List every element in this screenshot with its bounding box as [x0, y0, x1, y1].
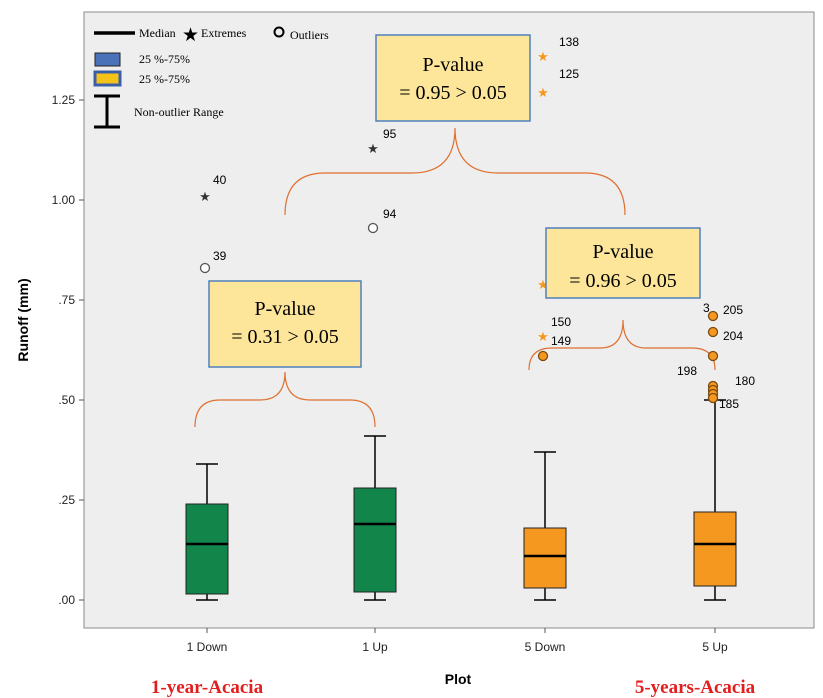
box-5-down	[523, 451, 567, 601]
bracket-5years-compare	[528, 319, 716, 371]
iqr-box	[185, 503, 229, 595]
x-tick-label: 5 Up	[702, 640, 728, 654]
iqr-box	[523, 527, 567, 589]
point-label: 185	[719, 397, 739, 411]
iqr-box	[693, 511, 737, 587]
point-label: 150	[551, 315, 571, 329]
y-tick-label: 1.00	[52, 193, 76, 207]
outlier-point	[199, 262, 211, 274]
point-label: 39	[213, 249, 227, 263]
x-tick-label: 5 Down	[525, 640, 566, 654]
point-label: 95	[383, 127, 397, 141]
legend-extreme-star-icon: ★	[182, 24, 199, 46]
y-tick-label: 1.25	[52, 93, 76, 107]
y-tick-label: .75	[58, 293, 75, 307]
y-axis-title: Runoff (mm)	[15, 278, 31, 361]
point-label: 180	[735, 374, 755, 388]
annotation-value: = 0.96 > 0.05	[569, 270, 677, 292]
point-label: 204	[723, 329, 743, 343]
outlier-point	[537, 350, 549, 362]
x-tick-label: 1 Up	[362, 640, 388, 654]
point-label: 94	[383, 207, 397, 221]
extreme-star-icon: ★	[537, 330, 549, 345]
annotation-value: = 0.31 > 0.05	[231, 326, 339, 348]
extreme-star-icon: ★	[537, 278, 549, 293]
group-label-1year: 1-year-Acacia	[151, 677, 264, 698]
outlier-point	[707, 350, 719, 362]
point-label: 3	[703, 301, 710, 315]
outlier-point	[707, 392, 719, 404]
legend-range-orange-label: 25 %-75%	[139, 72, 190, 86]
legend-orange-box-swatch	[93, 70, 122, 87]
point-label: 125	[559, 67, 579, 81]
x-axis-title: Plot	[445, 671, 472, 687]
legend-extremes-label: Extremes	[201, 26, 247, 40]
annotation-title: P-value	[592, 241, 653, 263]
legend-range-green-label: 25 %-75%	[139, 52, 190, 66]
extreme-star-icon: ★	[367, 142, 379, 157]
annotation-title: P-value	[254, 298, 315, 320]
point-label: 138	[559, 35, 579, 49]
box-1-up	[353, 435, 397, 601]
point-label: 40	[213, 173, 227, 187]
iqr-box	[353, 487, 397, 593]
box-5-up	[693, 399, 737, 601]
legend-outliers-label: Outliers	[290, 28, 329, 42]
annotation-title: P-value	[422, 54, 483, 76]
y-tick-label: .50	[58, 393, 75, 407]
y-tick-label: .25	[58, 493, 75, 507]
bracket-1year-compare	[194, 371, 376, 428]
group-label-5years: 5-years-Acacia	[635, 677, 756, 698]
outlier-point	[707, 326, 719, 338]
outlier-point	[707, 310, 719, 322]
annotation-box-years: P-value = 0.95 > 0.05	[375, 34, 531, 122]
extreme-star-icon: ★	[537, 50, 549, 65]
y-tick-label: .00	[58, 593, 75, 607]
point-label: 198	[677, 364, 697, 378]
legend-median-label: Median	[139, 26, 176, 40]
x-tick-label: 1 Down	[187, 640, 228, 654]
point-label: 205	[723, 303, 743, 317]
bracket-year-compare	[284, 127, 626, 216]
legend-range-icon	[94, 94, 120, 129]
legend-green-box-swatch	[94, 52, 121, 67]
box-1-down	[185, 463, 229, 601]
legend-outlier-circle-icon	[273, 26, 285, 38]
legend-non-outlier-label: Non-outlier Range	[134, 105, 224, 119]
outlier-point	[367, 222, 379, 234]
annotation-box-5years: P-value = 0.96 > 0.05	[545, 227, 701, 299]
extreme-star-icon: ★	[537, 86, 549, 101]
point-label: 149	[551, 334, 571, 348]
extreme-star-icon: ★	[199, 190, 211, 205]
annotation-value: = 0.95 > 0.05	[399, 82, 507, 104]
annotation-box-1year: P-value = 0.31 > 0.05	[208, 280, 362, 368]
